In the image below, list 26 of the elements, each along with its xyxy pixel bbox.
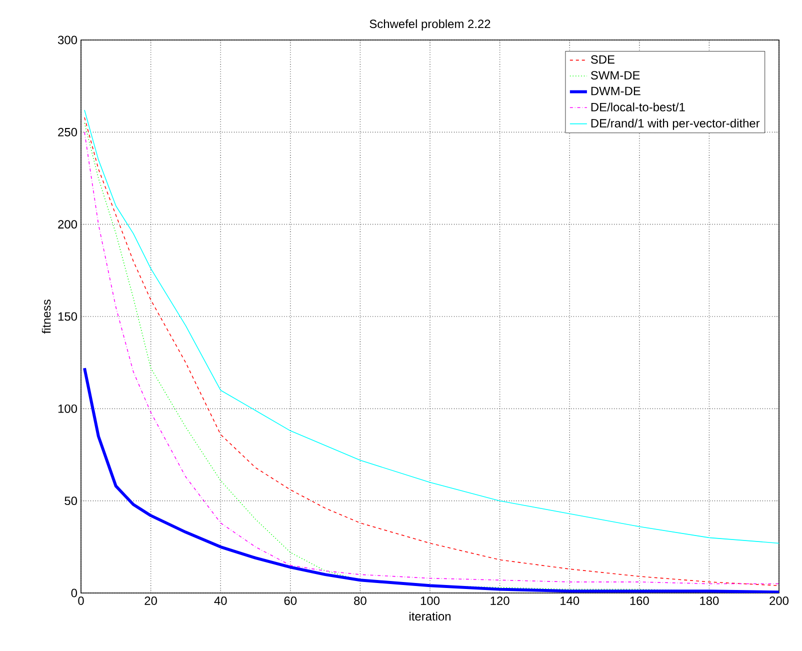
x-tick-label: 140 bbox=[560, 596, 580, 605]
x-tick-label: 0 bbox=[78, 596, 84, 605]
y-tick-label: 0 bbox=[71, 588, 78, 598]
legend-label: DWM-DE bbox=[591, 86, 640, 96]
y-tick-label: 300 bbox=[58, 36, 78, 44]
y-tick-label: 100 bbox=[58, 404, 78, 413]
chart-title: Schwefel problem 2.22 bbox=[370, 19, 490, 31]
x-tick-label: 180 bbox=[700, 596, 719, 605]
x-tick-label: 100 bbox=[420, 596, 440, 605]
x-tick-label: 120 bbox=[490, 596, 510, 605]
x-tick-label: 160 bbox=[630, 596, 649, 605]
x-tick-label: 60 bbox=[284, 596, 297, 605]
legend-label: SDE bbox=[590, 55, 614, 64]
y-axis-title: fitness bbox=[42, 300, 51, 334]
y-tick-label: 250 bbox=[58, 128, 78, 136]
legend-label: SWM-DE bbox=[590, 71, 640, 80]
y-tick-label: 150 bbox=[58, 312, 78, 321]
legend-label: DE/rand/1 with per-vector-dither bbox=[591, 118, 760, 130]
legend-label: DE/local-to-best/1 bbox=[591, 102, 685, 112]
x-tick-label: 200 bbox=[770, 596, 789, 605]
y-tick-label: 50 bbox=[64, 496, 78, 506]
x-axis-title: iteration bbox=[410, 612, 450, 621]
x-tick-label: 80 bbox=[354, 596, 366, 605]
x-tick-label: 20 bbox=[144, 596, 157, 605]
x-tick-label: 40 bbox=[214, 596, 227, 605]
y-tick-label: 200 bbox=[58, 220, 78, 229]
